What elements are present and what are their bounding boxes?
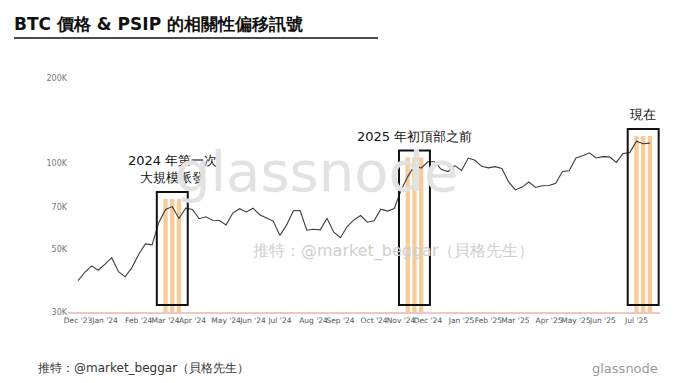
svg-text:30K: 30K: [52, 308, 68, 317]
svg-text:Jul '24: Jul '24: [267, 316, 291, 325]
svg-text:70K: 70K: [52, 203, 68, 212]
svg-text:Jan '25: Jan '25: [448, 316, 475, 325]
svg-text:100K: 100K: [46, 159, 67, 168]
svg-text:BTC 價格 & PSIP 的相關性偏移訊號: BTC 價格 & PSIP 的相關性偏移訊號: [14, 14, 303, 34]
svg-text:推特：@market_beggar（貝格先生）: 推特：@market_beggar（貝格先生）: [253, 241, 534, 261]
svg-text:glassnode: glassnode: [592, 361, 658, 376]
svg-text:Aug '24: Aug '24: [299, 316, 328, 325]
svg-text:Jan '24: Jan '24: [91, 316, 118, 325]
svg-text:50K: 50K: [52, 245, 68, 254]
svg-text:Jun '25: Jun '25: [589, 316, 616, 325]
svg-text:Jul '25: Jul '25: [624, 316, 648, 325]
svg-text:Dec '23: Dec '23: [64, 316, 93, 325]
svg-text:May '24: May '24: [211, 316, 241, 325]
svg-text:glassnode: glassnode: [175, 139, 459, 204]
svg-text:2024 年第一次大規模派發: 2024 年第一次大規模派發: [128, 153, 217, 185]
svg-text:Mar '25: Mar '25: [501, 316, 529, 325]
svg-text:Mar '24: Mar '24: [151, 316, 179, 325]
svg-text:Feb '25: Feb '25: [475, 316, 502, 325]
svg-text:200K: 200K: [46, 74, 67, 83]
svg-text:Apr '24: Apr '24: [179, 316, 206, 325]
svg-text:2025 年初頂部之前: 2025 年初頂部之前: [357, 129, 472, 144]
svg-text:現在: 現在: [630, 107, 656, 122]
svg-text:May '25: May '25: [561, 316, 591, 325]
svg-text:Jun '24: Jun '24: [239, 316, 266, 325]
svg-text:Dec '24: Dec '24: [414, 316, 443, 325]
svg-text:Feb '24: Feb '24: [125, 316, 152, 325]
svg-text:Sep '24: Sep '24: [326, 316, 354, 325]
svg-text:Apr '25: Apr '25: [536, 316, 563, 325]
svg-text:推特：@market_beggar（貝格先生）: 推特：@market_beggar（貝格先生）: [38, 361, 249, 375]
svg-text:Nov '24: Nov '24: [387, 316, 416, 325]
svg-text:Oct '24: Oct '24: [361, 316, 388, 325]
